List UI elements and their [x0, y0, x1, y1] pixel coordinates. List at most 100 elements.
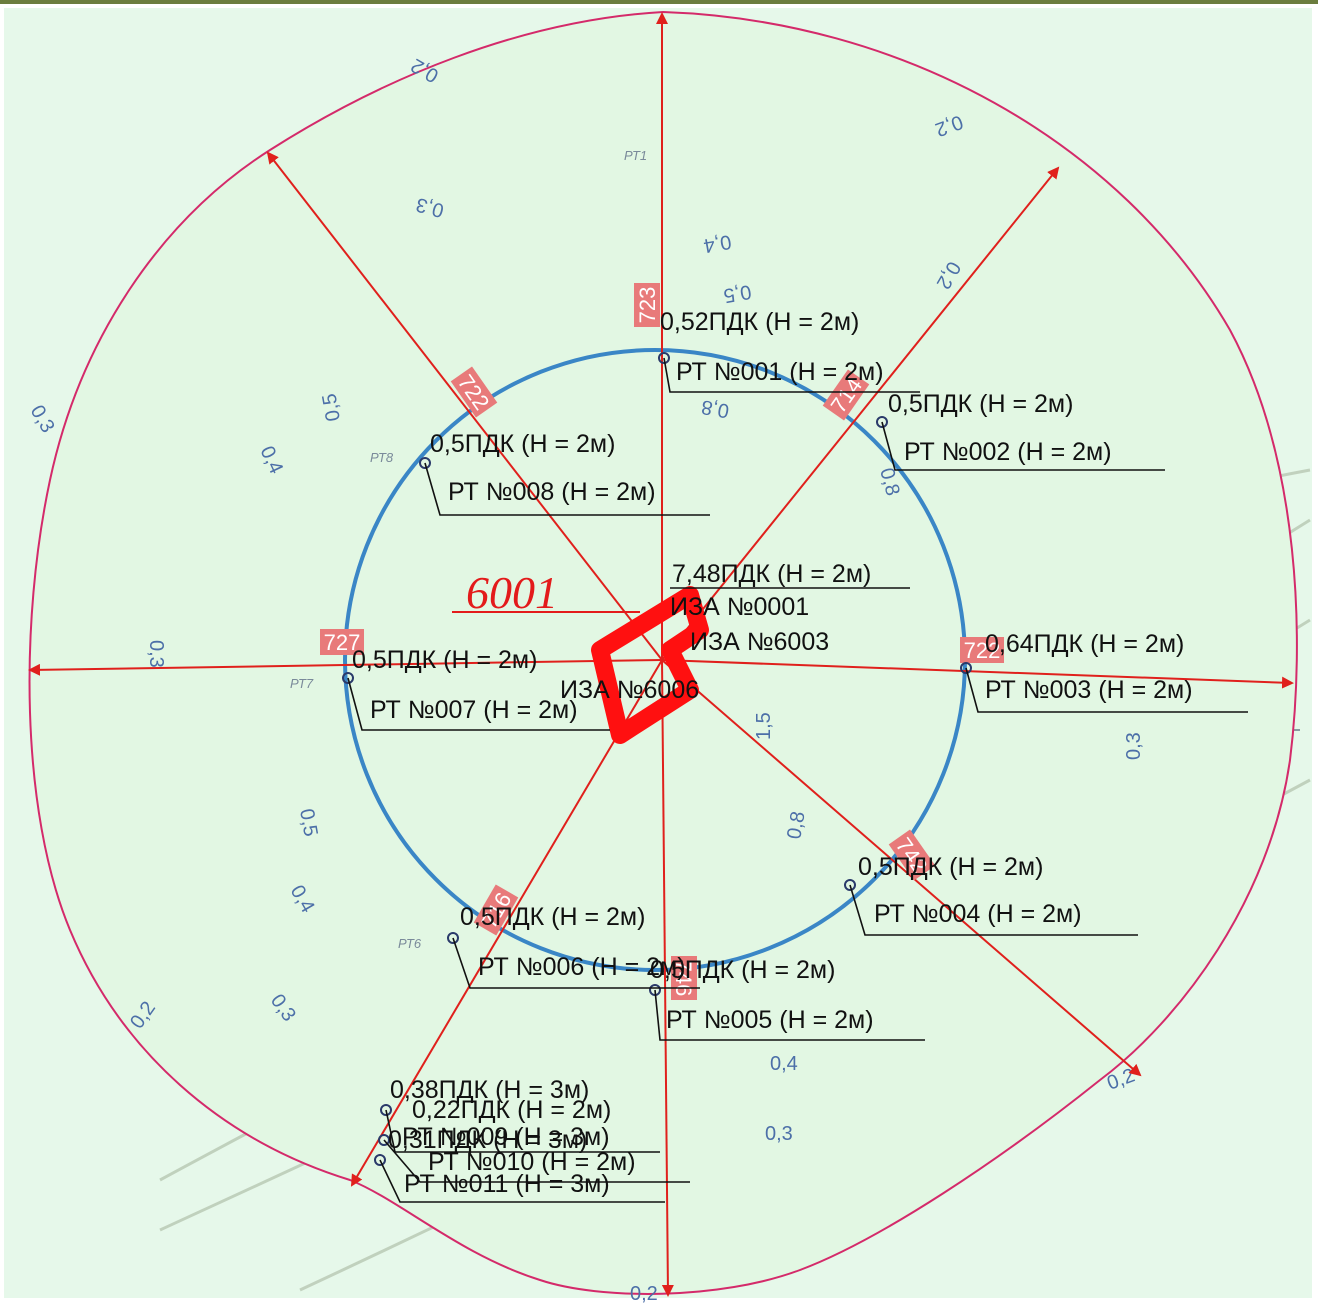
ray-s [661, 659, 674, 1297]
point-marker-label: РТ6 [398, 936, 422, 951]
calc-point: 0,22ПДК (Н = 2м) РТ №010 (Н = 2м) [378, 1096, 690, 1183]
isoline-label: 0,8 [783, 810, 809, 841]
calc-point-leader [379, 1159, 665, 1203]
ray-distance-badge: 746 [671, 956, 697, 1000]
calc-point-value: 0,52ПДК (Н = 2м) [660, 308, 859, 336]
calc-point-name: РТ №004 (Н = 2м) [874, 900, 1082, 928]
calc-point: 0,52ПДК (Н = 2м) РТ №001 (Н = 2м) [658, 308, 920, 393]
calc-point-value: 0,5ПДК (Н = 2м) [888, 390, 1073, 418]
calc-point-leader [965, 667, 1248, 713]
calc-point-name: РТ №011 (Н = 3м) [404, 1170, 610, 1198]
calc-point-marker [378, 1134, 390, 1146]
point-marker-label: РТ1 [624, 148, 647, 163]
ray-sw [350, 659, 663, 1187]
calc-point-name: РТ №005 (Н = 2м) [666, 1006, 874, 1034]
point-markers: РТ1 РТ6 РТ7 РТ8 [290, 148, 647, 951]
calc-point-marker [844, 879, 856, 891]
isoline-label: 0,3 [765, 1123, 793, 1145]
map-top-border [0, 0, 1318, 4]
calc-point-name: РТ №009 (Н = 3м) [402, 1123, 610, 1151]
point-marker-label: РТ7 [290, 676, 314, 691]
calc-point-name: РТ №007 (Н = 2м) [370, 696, 578, 724]
calc-point-name: РТ №002 (Н = 2м) [904, 438, 1112, 466]
calc-point-value: 0,64ПДК (Н = 2м) [985, 630, 1184, 658]
calc-point-value: 0,22ПДК (Н = 2м) [412, 1096, 611, 1124]
emission-source: 6001 ИЗА №0001 ИЗА №6003 ИЗА №6006 7,48П… [452, 560, 910, 744]
calc-point: 0,5ПДК (Н = 2м) РТ №007 (Н = 2м) [342, 646, 610, 731]
calc-point: 0,5ПДК (Н = 2м) РТ №002 (Н = 2м) [876, 390, 1165, 471]
calc-point-leader [424, 462, 710, 516]
calc-point: 0,64ПДК (Н = 2м) РТ №003 (Н = 2м) [960, 630, 1248, 713]
calc-point-marker [419, 457, 431, 469]
distance-badge-bg [888, 829, 936, 881]
point-marker-label: РТ8 [370, 450, 394, 465]
distance-value: 727 [324, 630, 361, 655]
calc-point-leader [663, 357, 920, 393]
calc-point-name: РТ №001 (Н = 2м) [676, 358, 884, 386]
source-id-label: 6001 [466, 567, 558, 618]
calc-point-leader [383, 1139, 690, 1183]
isoline-label: 1,5 [753, 712, 775, 740]
calc-point-name: РТ №010 (Н = 2м) [428, 1148, 636, 1176]
source-label: ИЗА №0001 [670, 593, 809, 621]
source-label: ИЗА №6006 [560, 676, 699, 704]
distance-badge-bg [634, 283, 660, 327]
calc-point-value: 0,38ПДК (Н = 3м) [390, 1076, 589, 1104]
distance-value: 723 [635, 287, 660, 324]
distance-badge-bg [822, 369, 870, 421]
ray-distance-badge: 727 [320, 629, 364, 655]
distance-value: 722 [964, 638, 1001, 663]
ray-nw [266, 151, 663, 661]
ray-distance-badge: 722 [450, 366, 498, 418]
calc-point-name: РТ №003 (Н = 2м) [985, 676, 1193, 704]
distance-badge-bg [671, 956, 697, 1000]
calc-point: 0,31ПДК (Н = 3м) РТ №011 (Н = 3м) [374, 1126, 665, 1203]
ray-e [661, 659, 1294, 689]
calc-point: 0,5ПДК (Н = 2м) РТ №006 (Н = 2м) [447, 903, 700, 989]
isoline-label: 0,3 [145, 640, 167, 668]
calc-point-value: 0,5ПДК (Н = 2м) [858, 853, 1043, 881]
calc-point-leader [881, 421, 1165, 471]
source-label: ИЗА №6003 [690, 628, 829, 656]
distance-badge-bg [960, 637, 1004, 663]
distance-badge-bg [450, 366, 498, 418]
ray-w [28, 659, 663, 676]
distance-badge-bg [473, 884, 519, 936]
calc-point-marker [960, 662, 972, 674]
ray-ne [661, 166, 1060, 661]
calc-point-value: 0,5ПДК (Н = 2м) [650, 956, 835, 984]
calc-point: 0,5ПДК (Н = 2м) РТ №005 (Н = 2м) [649, 956, 925, 1041]
isoline-label: 0,5 [722, 280, 753, 306]
calc-point: 0,38ПДК (Н = 3м) РТ №009 (Н = 3м) [380, 1076, 660, 1153]
calc-point-value: 0,5ПДК (Н = 2м) [430, 430, 615, 458]
isoline-label: 0,5 [318, 392, 344, 423]
calc-point-leader [849, 884, 1138, 936]
calc-point-marker [380, 1104, 392, 1116]
calc-point-marker [876, 416, 888, 428]
ray-se [661, 659, 1142, 1077]
isoline-label: 0,4 [702, 230, 733, 256]
calc-point-marker [658, 352, 670, 364]
calc-point-name: РТ №006 (Н = 2м) [478, 953, 686, 981]
calc-point-marker [374, 1154, 386, 1166]
ray-distance-badge: 723 [634, 283, 660, 327]
calc-point-value: 0,5ПДК (Н = 2м) [352, 646, 537, 674]
calc-point-leader [452, 937, 700, 989]
calc-point-name: РТ №008 (Н = 2м) [448, 478, 656, 506]
calc-point-marker [447, 932, 459, 944]
source-outline [591, 586, 709, 744]
isoline-label: 0,5 [295, 807, 321, 838]
isoline-label: 0,2 [630, 1283, 658, 1305]
isoline-label: 0,4 [770, 1053, 798, 1075]
calc-point: 0,5ПДК (Н = 2м) РТ №004 (Н = 2м) [844, 853, 1138, 936]
calc-point-leader [654, 989, 925, 1041]
distance-badge-bg [320, 629, 364, 655]
calc-point: 0,5ПДК (Н = 2м) РТ №008 (Н = 2м) [419, 430, 710, 516]
ray-distance-badge: 722 [960, 637, 1004, 663]
isoline-label: 0,8 [700, 395, 731, 421]
calc-point-leader [347, 677, 610, 731]
calc-point-value: 0,5ПДК (Н = 2м) [460, 903, 645, 931]
isoline-label: 0,3 [1123, 732, 1145, 760]
calculation-points: 0,52ПДК (Н = 2м)РТ №001 (Н = 2м)0,5ПДК (… [342, 308, 1248, 1203]
